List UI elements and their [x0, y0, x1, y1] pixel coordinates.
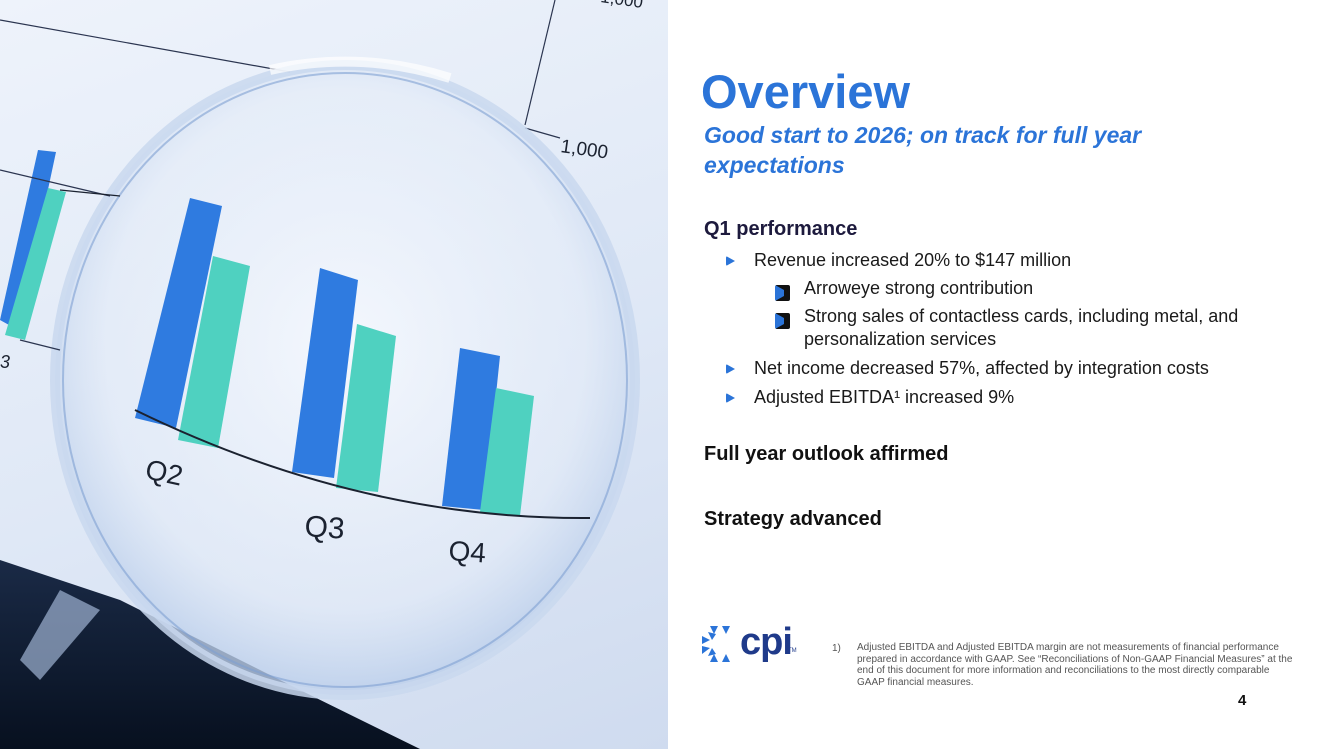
q1-bullet-list: Revenue increased 20% to $147 million Ar…: [724, 249, 1304, 415]
cpi-logo: cpi TM: [702, 621, 802, 664]
cpi-arrows-icon: [702, 626, 730, 662]
bullet-square-icon: [775, 285, 790, 301]
quarter-label-q4: Q4: [448, 535, 487, 569]
outlook-heading: Full year outlook affirmed: [704, 443, 949, 465]
bullet-arrow-icon: [726, 364, 735, 374]
list-item: Adjusted EBITDA¹ increased 9%: [724, 386, 1304, 409]
strategy-heading: Strategy advanced: [704, 508, 882, 530]
bullet-square-icon: [775, 313, 790, 329]
quarter-label-q3: Q3: [304, 510, 346, 546]
list-item: Net income decreased 57%, affected by in…: [724, 357, 1304, 380]
sub-bullet-text: Strong sales of contactless cards, inclu…: [804, 306, 1239, 349]
bullet-text: Revenue increased 20% to $147 million: [754, 250, 1072, 270]
logo-trademark: TM: [788, 648, 797, 654]
footnote-number: 1): [832, 643, 841, 654]
list-item: Revenue increased 20% to $147 million Ar…: [724, 249, 1304, 351]
list-item: Arroweye strong contribution: [754, 277, 1304, 301]
bullet-text: Net income decreased 57%, affected by in…: [754, 358, 1209, 378]
list-item: Strong sales of contactless cards, inclu…: [754, 305, 1304, 351]
sub-bullet-list: Arroweye strong contribution Strong sale…: [754, 277, 1304, 351]
quarter-label-q2: Q2: [143, 454, 186, 492]
page-subtitle: Good start to 2026; on track for full ye…: [704, 122, 1142, 178]
footnote-text: Adjusted EBITDA and Adjusted EBITDA marg…: [857, 642, 1293, 688]
hero-photo: 1,000 1,000 3 Q2 Q3 Q4: [0, 0, 668, 749]
page-number: 4: [1238, 692, 1247, 709]
logo-wordmark: cpi: [740, 621, 793, 663]
q1-performance-heading: Q1 performance: [704, 218, 858, 240]
page-title: Overview: [701, 65, 911, 118]
quarter-label-3: 3: [0, 352, 10, 372]
magnifier-chart-illustration: 1,000 1,000 3 Q2 Q3 Q4: [0, 0, 644, 749]
axis-label-1000: 1,000: [559, 136, 609, 163]
magnified-bars: [135, 198, 534, 516]
sub-bullet-text: Arroweye strong contribution: [804, 278, 1034, 298]
background-bars: [0, 150, 66, 340]
axis-label-1000-top: 1,000: [599, 0, 644, 12]
bullet-text: Adjusted EBITDA¹ increased 9%: [754, 387, 1015, 407]
bullet-arrow-icon: [726, 393, 735, 403]
bullet-arrow-icon: [726, 256, 735, 266]
